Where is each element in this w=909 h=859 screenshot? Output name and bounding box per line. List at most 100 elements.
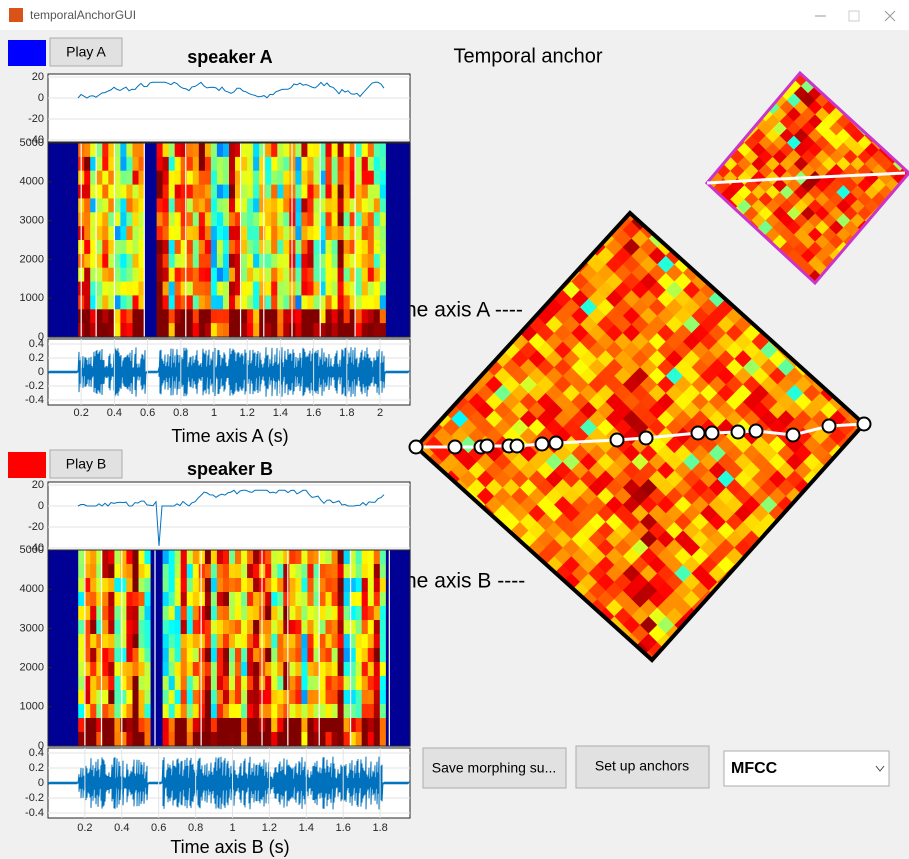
anchor-button[interactable]: Set up anchors xyxy=(576,746,709,788)
spectrogram-cell xyxy=(235,550,242,565)
anchor-point[interactable] xyxy=(449,441,462,454)
anchor-point[interactable] xyxy=(550,437,563,450)
spectrogram-cell xyxy=(253,704,260,719)
spectrogram-cell xyxy=(368,606,375,621)
spectrogram-cell xyxy=(307,690,314,705)
spectrogram-cell xyxy=(277,268,284,283)
spectrogram-cell xyxy=(151,309,158,324)
spectrogram-cell xyxy=(66,648,73,663)
spectrogram-cell xyxy=(289,634,296,649)
anchor-point[interactable] xyxy=(706,427,719,440)
spectrogram-cell xyxy=(271,704,278,719)
spectrogram-cell xyxy=(356,704,363,719)
spectrogram-cell xyxy=(54,676,61,691)
anchor-point[interactable] xyxy=(481,440,494,453)
anchor-point[interactable] xyxy=(823,420,836,433)
spectrogram-cell xyxy=(151,143,158,158)
spectrogram-cell xyxy=(271,157,278,172)
anchor-point[interactable] xyxy=(511,440,524,453)
spectrogram-cell xyxy=(96,226,103,241)
spectrogram-cell xyxy=(235,634,242,649)
spectrogram-cell xyxy=(223,254,230,269)
waveform-tick-label: 0.2 xyxy=(29,762,44,774)
spectrogram-cell xyxy=(54,592,61,607)
spectrogram-cell xyxy=(157,143,164,158)
spectrogram-cell xyxy=(157,226,164,241)
anchor-point[interactable] xyxy=(787,429,800,442)
spectrogram-cell xyxy=(72,718,79,733)
spectrogram-cell xyxy=(223,620,230,635)
spectrogram-cell xyxy=(314,282,321,297)
spectrogram-cell xyxy=(139,620,146,635)
spectrogram-cell xyxy=(126,226,133,241)
spectrogram-cell xyxy=(90,550,97,565)
anchor-point[interactable] xyxy=(750,425,763,438)
spectrogram-cell xyxy=(320,564,327,579)
anchor-point[interactable] xyxy=(410,441,423,454)
spectrogram-cell xyxy=(392,282,399,297)
spectrogram-cell xyxy=(344,676,351,691)
spectrogram-cell xyxy=(320,676,327,691)
spectrogram-cell xyxy=(54,606,61,621)
spectrogram-cell xyxy=(48,690,55,705)
spectrogram-cell xyxy=(199,620,206,635)
spectrogram-cell xyxy=(253,157,260,172)
spectrogram-cell xyxy=(277,198,284,213)
spectrogram-cell xyxy=(356,620,363,635)
anchor-point[interactable] xyxy=(732,426,745,439)
spectrogram-cell xyxy=(90,732,97,747)
spectrogram-cell xyxy=(301,240,308,255)
spectrogram-cell xyxy=(265,212,272,227)
spectrogram-cell xyxy=(78,634,85,649)
spectrogram-cell xyxy=(374,323,381,338)
anchor-point[interactable] xyxy=(692,427,705,440)
spectrogram-cell xyxy=(169,226,176,241)
waveform-tick-label: -0.2 xyxy=(25,792,44,804)
spectrogram-cell xyxy=(392,309,399,324)
spectrogram-cell xyxy=(392,704,399,719)
select-value[interactable]: MFCC xyxy=(731,760,778,777)
save-button[interactable]: Save morphing su... xyxy=(423,748,566,788)
spectrogram-cell xyxy=(344,171,351,186)
spectrogram-cell xyxy=(211,295,218,310)
spectrogram-cell xyxy=(205,550,212,565)
anchor-point[interactable] xyxy=(536,438,549,451)
spectrogram-cell xyxy=(187,732,194,747)
spectrogram-cell xyxy=(211,550,218,565)
spectrogram-cell xyxy=(332,718,339,733)
spectrogram-cell xyxy=(217,309,224,324)
anchor-point[interactable] xyxy=(640,432,653,445)
spectrogram-cell xyxy=(277,704,284,719)
spectrogram-cell xyxy=(72,240,79,255)
spectrogram-cell xyxy=(326,648,333,663)
anchor-point[interactable] xyxy=(858,418,871,431)
spectrogram-cell xyxy=(374,592,381,607)
spectrogram-cell xyxy=(265,171,272,186)
spectrogram-cell xyxy=(181,564,188,579)
spectrogram-cell xyxy=(398,171,405,186)
spectrogram-cell xyxy=(157,620,164,635)
spectrogram-cell xyxy=(362,282,369,297)
spectrogram-cell xyxy=(60,732,67,747)
spectrogram-cell xyxy=(145,662,152,677)
feature-select[interactable]: MFCC xyxy=(724,751,889,786)
spectrogram-cell xyxy=(114,550,121,565)
spectrogram-cell xyxy=(217,564,224,579)
spectrogram-cell xyxy=(211,268,218,283)
spectrogram-cell xyxy=(344,732,351,747)
spectrogram-cell xyxy=(163,198,170,213)
button-label[interactable]: Set up anchors xyxy=(595,758,689,774)
button-label[interactable]: Save morphing su... xyxy=(432,760,557,776)
spectrogram-cell xyxy=(169,662,176,677)
spectrogram-cell xyxy=(72,295,79,310)
spectrogram-cell xyxy=(392,718,399,733)
spectrogram-cell xyxy=(368,634,375,649)
play-button-label[interactable]: Play B xyxy=(66,456,106,472)
spectrogram-cell xyxy=(307,718,314,733)
spectrogram-cell xyxy=(241,240,248,255)
play-button-label[interactable]: Play A xyxy=(66,44,106,60)
anchor-point[interactable] xyxy=(611,434,624,447)
spectrogram-cell xyxy=(362,662,369,677)
waveform-tick-label: 0 xyxy=(38,777,44,789)
spectrogram-cell xyxy=(301,282,308,297)
